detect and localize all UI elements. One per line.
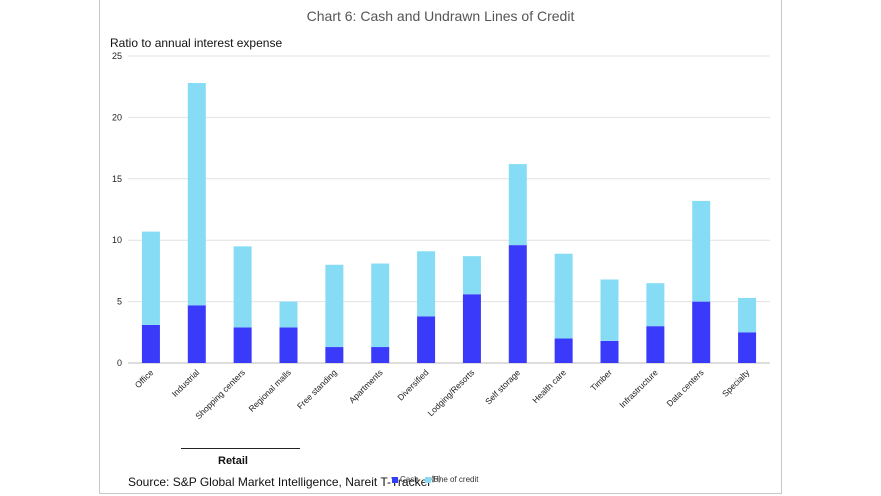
- y-tick-label: 25: [112, 51, 122, 61]
- x-tick-label: Office: [133, 367, 156, 390]
- legend-swatch-cash: [392, 476, 398, 483]
- bar-line-of-credit: [279, 301, 298, 328]
- bar-line-of-credit: [141, 231, 160, 325]
- legend-label-line-of-credit: Line of credit: [432, 475, 479, 484]
- bar-cash: [417, 316, 436, 363]
- bar-line-of-credit: [325, 264, 344, 348]
- x-tick-label: Industrial: [170, 367, 202, 399]
- y-tick-label: 10: [112, 235, 122, 245]
- bar-cash: [141, 324, 160, 363]
- chart-title: Chart 6: Cash and Undrawn Lines of Credi…: [306, 8, 575, 24]
- x-tick-label: Apartments: [347, 367, 385, 405]
- bar-line-of-credit: [462, 256, 481, 295]
- retail-group-label: Retail: [218, 455, 248, 467]
- legend: Cash Line of credit: [392, 475, 485, 484]
- bar-line-of-credit: [187, 83, 206, 306]
- y-tick-label: 0: [117, 358, 122, 368]
- legend-item-cash: Cash: [392, 475, 419, 484]
- bar-cash: [371, 347, 390, 363]
- bar-line-of-credit: [417, 251, 436, 317]
- bar-cash: [646, 326, 665, 363]
- bar-line-of-credit: [554, 253, 573, 339]
- bar-cash: [508, 245, 527, 363]
- bar-line-of-credit: [692, 200, 711, 302]
- source-text: Source: S&P Global Market Intelligence, …: [128, 475, 432, 489]
- bar-cash: [554, 338, 573, 363]
- bar-line-of-credit: [508, 164, 527, 246]
- chart-frame: [99, 0, 782, 494]
- retail-group-line: [181, 448, 300, 449]
- bar-cash: [187, 305, 206, 363]
- x-tick-label: Timber: [588, 367, 614, 393]
- legend-swatch-line-of-credit: [424, 476, 431, 483]
- x-tick-label: Specialty: [720, 367, 752, 399]
- legend-item-line-of-credit: Line of credit: [424, 475, 479, 484]
- y-tick-label: 5: [117, 297, 122, 307]
- bar-line-of-credit: [371, 263, 390, 348]
- y-tick-label: 15: [112, 174, 122, 184]
- bar-cash: [738, 332, 757, 363]
- x-tick-label: Regional malls: [246, 367, 292, 413]
- x-tick-label: Health care: [530, 367, 568, 405]
- legend-label-cash: Cash: [400, 475, 419, 484]
- bar-cash: [692, 301, 711, 363]
- y-axis-label: Ratio to annual interest expense: [110, 36, 283, 50]
- x-tick-label: Free standing: [295, 367, 339, 411]
- x-tick-label: Data centers: [664, 367, 705, 408]
- bar-line-of-credit: [233, 246, 252, 328]
- x-tick-label: Shopping centers: [193, 367, 247, 421]
- source-superscript: (R): [431, 476, 441, 483]
- bar-cash: [325, 347, 344, 363]
- bar-line-of-credit: [600, 279, 619, 341]
- x-tick-label: Self storage: [483, 367, 522, 406]
- bar-cash: [233, 327, 252, 363]
- source-note: Source: S&P Global Market Intelligence, …: [128, 475, 441, 489]
- bar-line-of-credit: [738, 297, 757, 333]
- x-tick-label: Diversified: [395, 367, 430, 402]
- bar-cash: [600, 340, 619, 363]
- bar-line-of-credit: [646, 283, 665, 327]
- x-tick-label: Infrastructure: [617, 367, 660, 410]
- bar-cash: [462, 294, 481, 363]
- y-tick-label: 20: [112, 112, 122, 122]
- bar-cash: [279, 327, 298, 363]
- x-tick-label: Lodging/Resorts: [425, 367, 476, 418]
